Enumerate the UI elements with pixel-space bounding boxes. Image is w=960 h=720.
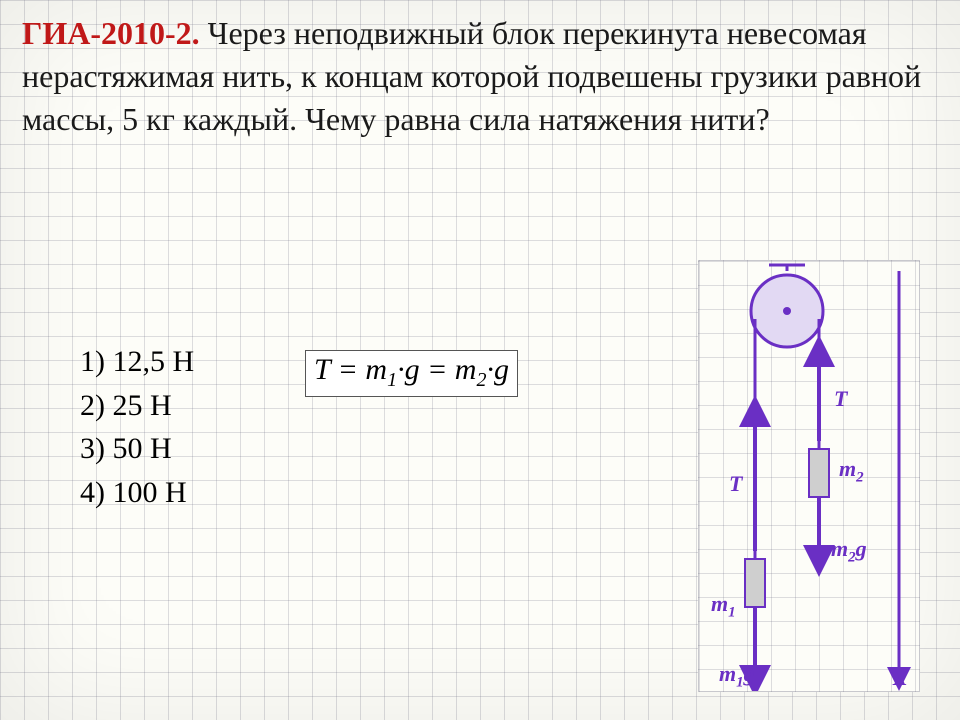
answer-option: 4) 100 Н [80,471,194,515]
diagram-label: m1g [719,661,755,691]
answer-option: 1) 12,5 Н [80,340,194,384]
answer-option: 2) 25 Н [80,384,194,428]
answer-option: 3) 50 Н [80,427,194,471]
formula-box: T = m1·g = m2·g [305,350,518,397]
diagram-label: m2g [831,536,867,566]
slide: ГИА-2010-2. Через неподвижный блок перек… [0,0,960,720]
problem-text: ГИА-2010-2. Через неподвижный блок перек… [22,12,938,142]
diagram-label: T [834,386,847,412]
diagram-label: T [729,471,742,497]
diagram-label: m1 [711,591,736,621]
problem-tag: ГИА-2010-2. [22,15,200,51]
pulley-diagram: T Tm1g m2g m1 m2 X [698,260,920,692]
diagram-label: m2 [839,456,864,486]
answer-list: 1) 12,5 Н2) 25 Н3) 50 Н4) 100 Н [80,340,194,514]
diagram-label: X [893,665,908,691]
